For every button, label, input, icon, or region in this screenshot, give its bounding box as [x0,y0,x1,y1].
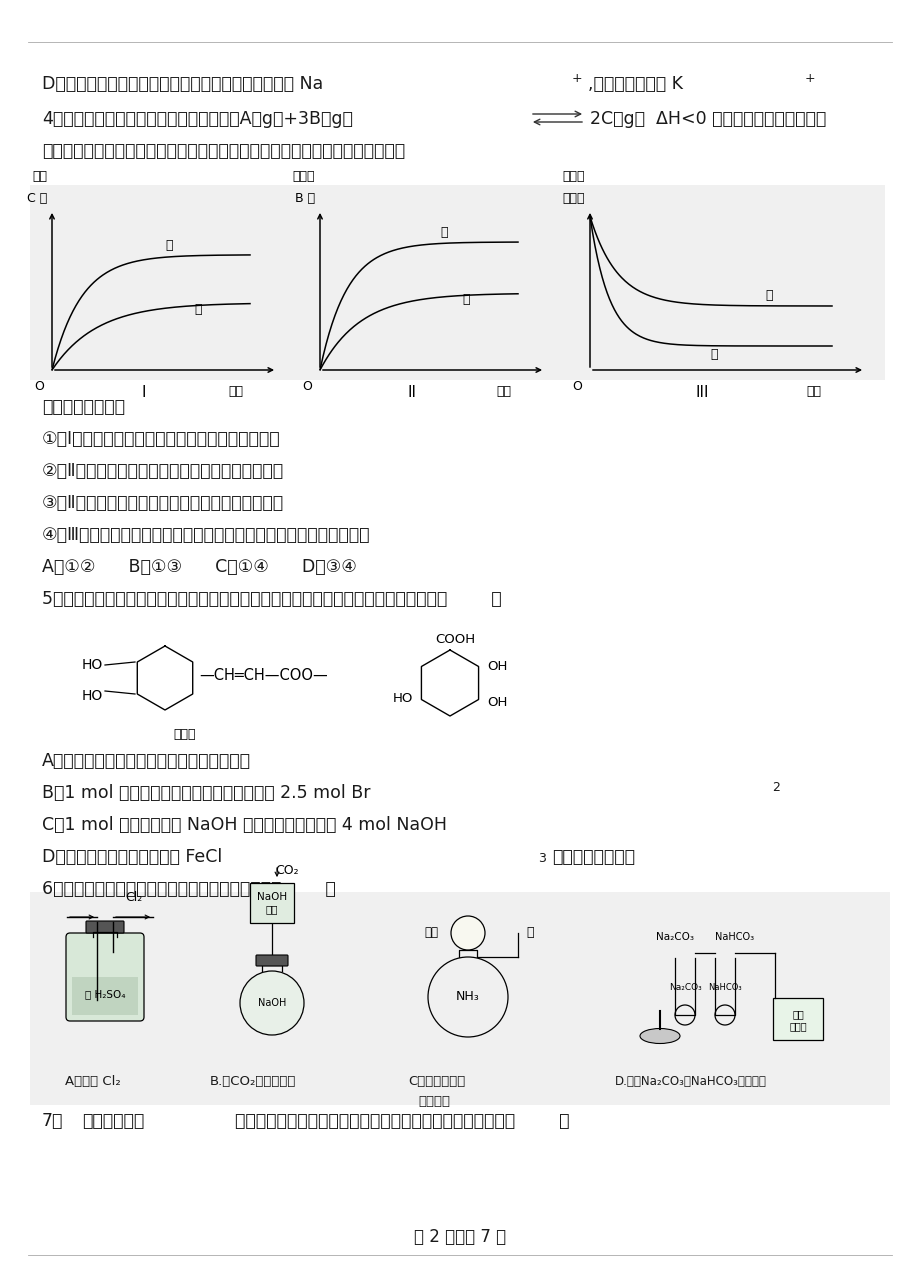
Text: +: + [572,73,582,85]
Text: 7．: 7． [42,1113,63,1130]
Circle shape [240,971,303,1035]
Circle shape [427,957,507,1037]
FancyBboxPatch shape [30,185,884,381]
Text: 甲: 甲 [462,293,470,307]
Text: NH₃: NH₃ [456,990,480,1003]
Text: —CH═CH—COO—: —CH═CH—COO— [199,667,327,682]
Text: C．证明氨气极: C．证明氨气极 [407,1074,465,1088]
Text: O: O [301,381,312,393]
Circle shape [450,917,484,950]
Text: III: III [695,384,708,400]
Text: 时间: 时间 [496,384,511,398]
Text: HO: HO [82,689,103,703]
Text: 乙: 乙 [439,227,447,239]
Text: D.比较Na₂CO₃与NaHCO₃的稳定性: D.比较Na₂CO₃与NaHCO₃的稳定性 [614,1074,766,1088]
Text: I: I [142,384,146,400]
Text: II: II [407,384,416,400]
Text: B 的: B 的 [295,192,314,205]
Text: 水: 水 [526,927,533,939]
FancyBboxPatch shape [85,920,124,933]
FancyBboxPatch shape [255,955,288,966]
Text: 3: 3 [538,852,545,864]
Text: 第 2 页，共 7 页: 第 2 页，共 7 页 [414,1228,505,1246]
Text: 甲: 甲 [194,303,202,316]
Text: COOH: COOH [435,633,474,645]
Text: 澄清
石灰水: 澄清 石灰水 [789,1009,806,1031]
Text: 甲: 甲 [709,348,717,362]
Text: 2C（g）  ΔH<0 某研究小组研究了其他条: 2C（g） ΔH<0 某研究小组研究了其他条 [589,109,825,129]
Text: OH: OH [486,661,506,673]
Text: Na₂CO₃: Na₂CO₃ [668,984,700,993]
FancyBboxPatch shape [30,892,889,1105]
Text: NaOH: NaOH [257,998,286,1008]
Text: 浓度: 浓度 [32,171,47,183]
Text: O: O [34,381,44,393]
Text: +: + [804,73,815,85]
Text: 浓 H₂SO₄: 浓 H₂SO₄ [85,989,125,999]
Text: 2: 2 [771,782,779,794]
Text: ③图Ⅱ研究的是温度对反应的影响，且乙的温度较高: ③图Ⅱ研究的是温度对反应的影响，且乙的温度较高 [42,494,284,512]
Text: 时间: 时间 [806,384,821,398]
Text: 时间: 时间 [228,384,244,398]
Text: CO₂: CO₂ [275,864,299,877]
Text: HO: HO [392,693,413,705]
Text: NaOH
溶液: NaOH 溶液 [256,892,287,914]
Text: ,无法确定是否含 K: ,无法确定是否含 K [587,75,682,93]
Text: 易溶于水: 易溶于水 [417,1095,449,1108]
Text: ②图Ⅱ研究的是压强对反应的影响，且甲的压强较高: ②图Ⅱ研究的是压强对反应的影响，且甲的压强较高 [42,462,284,480]
FancyBboxPatch shape [250,883,294,923]
FancyBboxPatch shape [72,976,138,1015]
Text: A．分子中所有的碳原子均可能在同一平面内: A．分子中所有的碳原子均可能在同一平面内 [42,752,251,770]
Text: 乙: 乙 [765,289,772,302]
Text: 5．绿原酸是咖啡的热水提取液成分之一，结构简式如下图，关于绿原酸判断正确的是（        ）: 5．绿原酸是咖啡的热水提取液成分之一，结构简式如下图，关于绿原酸判断正确的是（ … [42,589,501,608]
Text: O: O [572,381,582,393]
Text: 4．容积固定的密闭容器中存在如下反应：A（g）+3B（g）: 4．容积固定的密闭容器中存在如下反应：A（g）+3B（g） [42,109,353,129]
Text: 6．下图所示的实验操作，不能达到相应目的的是（        ）: 6．下图所示的实验操作，不能达到相应目的的是（ ） [42,880,335,897]
Text: ①图Ⅰ研究的是压强对反应的影响，且乙的压强较高: ①图Ⅰ研究的是压强对反应的影响，且乙的压强较高 [42,430,280,448]
Text: 转化率: 转化率 [292,171,314,183]
Text: NaHCO₃: NaHCO₃ [715,932,754,942]
Text: D．灼烧某白色粉末，火焰呈黄色，证明原粉末中含有 Na: D．灼烧某白色粉末，火焰呈黄色，证明原粉末中含有 Na [42,75,323,93]
Text: C 的: C 的 [27,192,47,205]
FancyBboxPatch shape [66,933,144,1021]
Text: D．绿原酸水解产物均可以与 FeCl: D．绿原酸水解产物均可以与 FeCl [42,848,222,866]
Text: 已知咖啡酸的结构如右图所示。关于咖啡酸的描述正确的是（        ）: 已知咖啡酸的结构如右图所示。关于咖啡酸的描述正确的是（ ） [234,1113,569,1130]
Text: 绿原酸: 绿原酸 [174,728,196,741]
Text: A．干燥 Cl₂: A．干燥 Cl₂ [65,1074,120,1088]
FancyBboxPatch shape [772,998,823,1040]
Text: ④图Ⅲ研究的是不同催化剂对反应的影响，且甲使用的催化剂效率较高: ④图Ⅲ研究的是不同催化剂对反应的影响，且甲使用的催化剂效率较高 [42,526,370,544]
Text: HO: HO [82,658,103,672]
Text: 【上海化学】: 【上海化学】 [82,1113,144,1130]
Ellipse shape [640,1029,679,1044]
Text: OH: OH [486,696,506,709]
Text: Na₂CO₃: Na₂CO₃ [655,932,693,942]
Text: NaHCO₃: NaHCO₃ [708,984,741,993]
Text: 气球: 气球 [424,927,437,939]
Text: B.用CO₂做喷泉实验: B.用CO₂做喷泉实验 [210,1074,296,1088]
Text: C．1 mol 绿原酸与足量 NaOH 溶液反应，最多消耗 4 mol NaOH: C．1 mol 绿原酸与足量 NaOH 溶液反应，最多消耗 4 mol NaOH [42,816,447,834]
Text: 乙: 乙 [165,239,173,252]
Text: 件不变时，改变某一条件对上述反应的影响，并根据实验数据作出下列关系图：: 件不变时，改变某一条件对上述反应的影响，并根据实验数据作出下列关系图： [42,143,404,160]
Text: A．①②      B．①③      C．①④      D．③④: A．①② B．①③ C．①④ D．③④ [42,558,357,575]
Text: Cl₂: Cl₂ [125,891,142,904]
Text: 下列判断正确的是: 下列判断正确的是 [42,398,125,416]
Text: 溶液发生显色反应: 溶液发生显色反应 [551,848,634,866]
Text: B．1 mol 绿原酸与足量溴水反应，最多消耗 2.5 mol Br: B．1 mol 绿原酸与足量溴水反应，最多消耗 2.5 mol Br [42,784,370,802]
Text: 体总压: 体总压 [562,171,584,183]
Text: 混合气: 混合气 [562,192,584,205]
